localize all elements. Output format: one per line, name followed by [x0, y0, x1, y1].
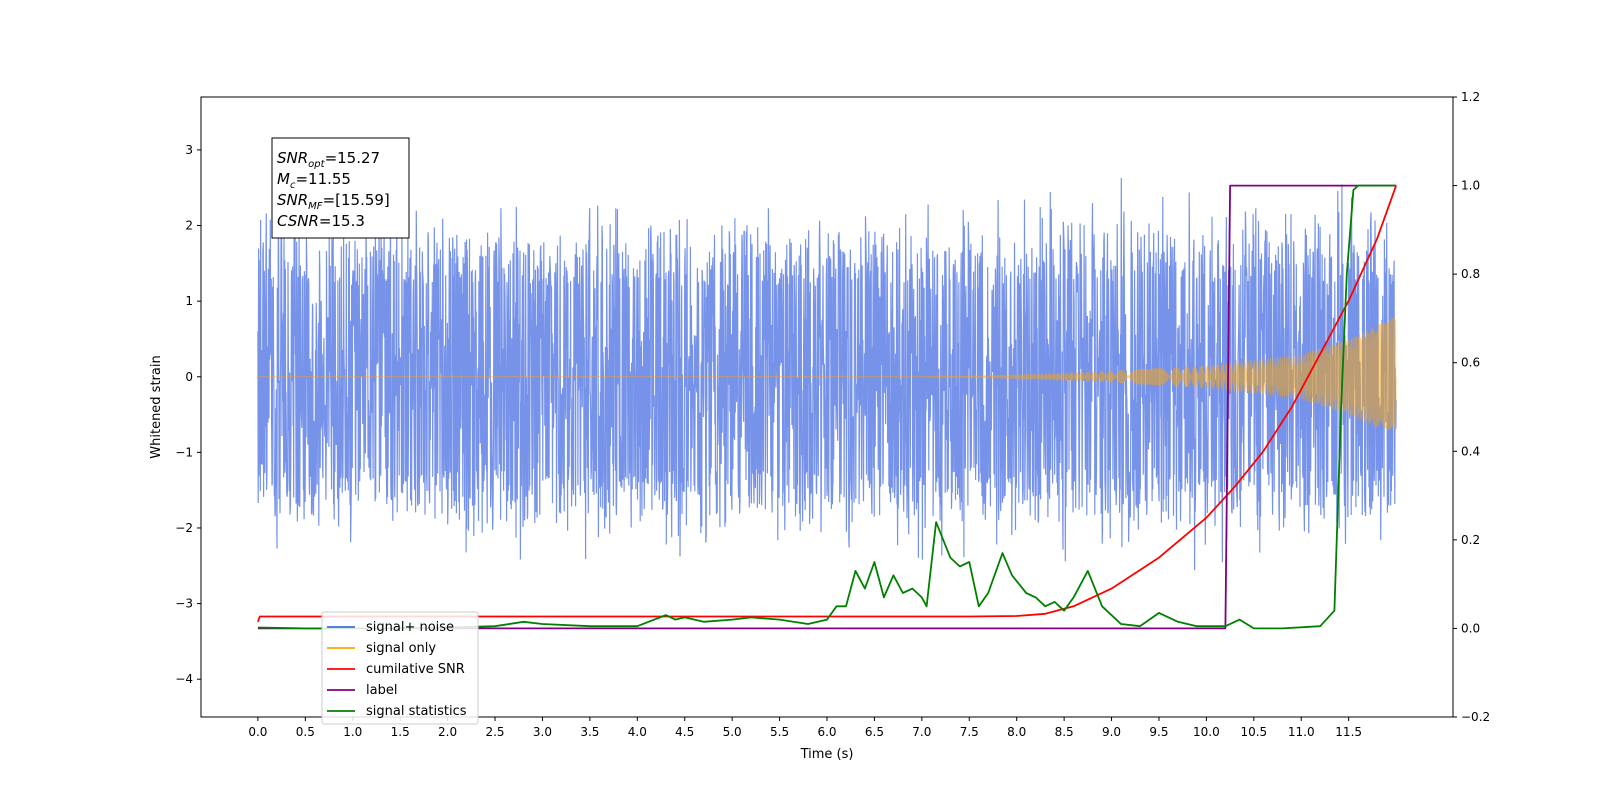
x-tick-label: 7.5: [960, 725, 979, 739]
x-tick-label: 11.0: [1288, 725, 1315, 739]
y-tick-label: −3: [175, 597, 193, 611]
x-tick-label: 7.0: [912, 725, 931, 739]
x-tick-label: 0.5: [296, 725, 315, 739]
x-tick-label: 3.5: [580, 725, 599, 739]
y2-tick-label: 0.0: [1461, 621, 1480, 635]
x-tick-label: 3.0: [533, 725, 552, 739]
x-tick-label: 4.0: [628, 725, 647, 739]
y2-tick-label: 0.6: [1461, 356, 1480, 370]
annotation-line: SNRopt=15.27: [277, 149, 380, 170]
x-tick-label: 4.5: [675, 725, 694, 739]
y2-tick-label: 1.2: [1461, 90, 1480, 104]
y-tick-label: −4: [175, 672, 193, 686]
annotation-line: Mc=11.55: [277, 170, 351, 191]
x-tick-label: 2.0: [438, 725, 457, 739]
y2-tick-label: −0.2: [1461, 710, 1490, 724]
y2-tick-label: 1.0: [1461, 179, 1480, 193]
x-tick-label: 5.0: [723, 725, 742, 739]
x-tick-label: 6.0: [817, 725, 836, 739]
y-tick-label: 2: [185, 219, 193, 233]
x-tick-label: 1.0: [343, 725, 362, 739]
annotation-box: SNRopt=15.27Mc=11.55SNRMF=[15.59]CSNR=15…: [271, 137, 410, 239]
series-signal-noise-line: [257, 177, 1397, 571]
x-tick-label: 10.0: [1193, 725, 1220, 739]
x-axis-label: Time (s): [800, 747, 854, 762]
x-tick-label: 9.5: [1149, 725, 1168, 739]
legend-label: label: [366, 683, 397, 698]
y-tick-label: 3: [185, 143, 193, 157]
legend-frame: [321, 611, 479, 725]
axes-layer: 0.0 0.5 1.0 1.5 2.0 2.5 3.0 3.5 4.0 4.5 5.0 5.5 6.0 6…: [175, 90, 1490, 739]
annotation-line: CSNR=15.3: [277, 212, 365, 230]
x-tick-label: 9.0: [1102, 725, 1121, 739]
series-signal-only-line: [257, 317, 1397, 433]
x-tick-label: 8.0: [1007, 725, 1026, 739]
x-tick-label: 2.5: [485, 725, 504, 739]
x-tick-label: 10.5: [1240, 725, 1267, 739]
series-signal-statistics-line: [257, 184, 1397, 630]
series-label-line: [257, 184, 1397, 630]
y2-tick-label: 0.2: [1461, 533, 1480, 547]
y-tick-label: 1: [185, 294, 193, 308]
y2-tick-label: 0.4: [1461, 444, 1480, 458]
y-axis-label: Whitened strain: [149, 355, 164, 458]
y-tick-label: −2: [175, 521, 193, 535]
x-tick-label: 8.5: [1055, 725, 1074, 739]
x-tick-label: 11.5: [1335, 725, 1362, 739]
series-layer: [257, 177, 1397, 630]
legend: signal+ noise signal only cumilative SNR la…: [321, 611, 479, 725]
y2-tick-label: 0.8: [1461, 267, 1480, 281]
y-tick-label: −1: [175, 445, 193, 459]
y-tick-label: 0: [185, 370, 193, 384]
annotation-line: SNRMF=[15.59]: [277, 191, 390, 212]
legend-label: signal statistics: [366, 704, 467, 719]
x-tick-label: 0.0: [248, 725, 267, 739]
x-tick-label: 1.5: [391, 725, 410, 739]
legend-label: signal+ noise: [366, 620, 454, 635]
x-tick-label: 5.5: [770, 725, 789, 739]
legend-label: signal only: [366, 641, 436, 656]
legend-label: cumilative SNR: [366, 662, 465, 677]
series-cumilative-snr-line: [257, 185, 1397, 623]
x-tick-label: 6.5: [865, 725, 884, 739]
annotation-frame: [271, 137, 410, 239]
